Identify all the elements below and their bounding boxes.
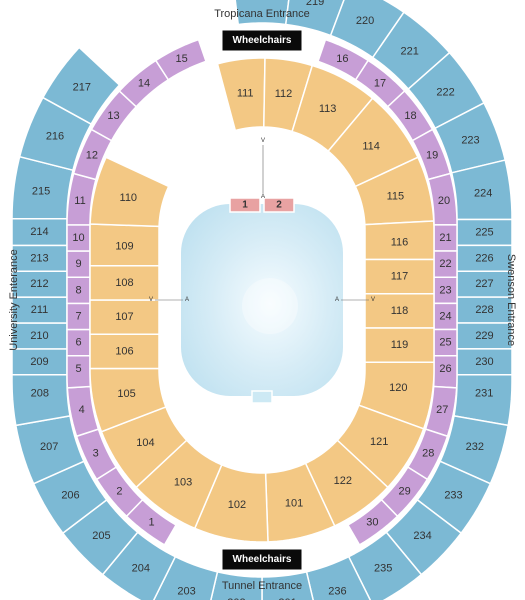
section-110[interactable] [90,157,169,226]
section-23[interactable] [434,277,457,303]
section-210[interactable] [12,323,67,349]
section-117[interactable] [365,260,434,294]
section-229[interactable] [457,323,512,349]
section-212[interactable] [12,271,67,297]
section-225[interactable] [457,219,512,245]
section-9[interactable] [67,251,90,277]
section-25[interactable] [434,330,457,356]
vip-section-1[interactable] [230,198,260,212]
seating-map: 2182192202212222232242252262272282292302… [0,0,525,600]
section-108[interactable] [90,266,159,300]
section-26[interactable] [434,356,457,388]
entrance-label-top: Tropicana Entrance [214,8,310,20]
section-226[interactable] [457,245,512,271]
section-227[interactable] [457,271,512,297]
ice-tunnel-notch [252,391,272,403]
section-109[interactable] [90,224,159,266]
section-230[interactable] [457,349,512,375]
wheelchair-label-top: Wheelchairs [233,35,292,46]
ice-highlight [242,278,298,334]
section-228[interactable] [457,297,512,323]
row-marker: V [261,138,265,144]
section-106[interactable] [90,334,159,368]
section-118[interactable] [365,294,434,328]
wheelchair-label-bottom: Wheelchairs [233,554,292,565]
section-208[interactable] [12,375,70,426]
section-7[interactable] [67,303,90,329]
section-8[interactable] [67,277,90,303]
entrance-label-left: University Enterance [8,249,20,351]
section-116[interactable] [365,221,434,260]
section-6[interactable] [67,330,90,356]
section-214[interactable] [12,219,67,246]
section-209[interactable] [12,349,67,375]
section-5[interactable] [67,356,90,388]
section-107[interactable] [90,300,159,334]
section-22[interactable] [434,251,457,277]
section-119[interactable] [365,328,434,362]
entrance-label-bottom: Tunnel Entrance [222,580,302,592]
section-111[interactable] [217,58,265,130]
section-10[interactable] [67,225,90,251]
section-211[interactable] [12,297,67,323]
section-24[interactable] [434,303,457,329]
vip-section-2[interactable] [264,198,294,212]
entrance-label-right: Swenson Entrance [505,254,517,346]
section-213[interactable] [12,245,67,271]
section-21[interactable] [434,225,457,251]
